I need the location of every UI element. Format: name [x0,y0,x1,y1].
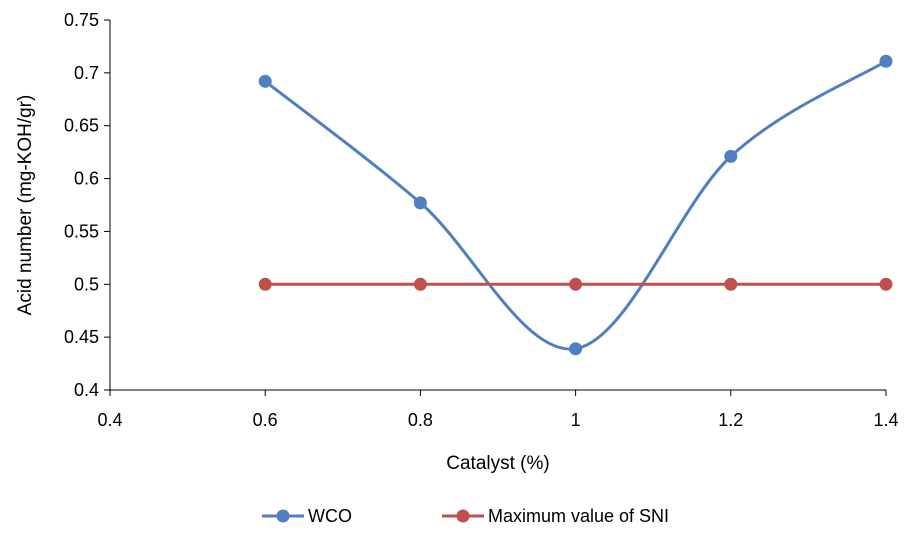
legend-label-wco: WCO [308,506,352,526]
legend: WCO Maximum value of SNI [262,506,669,526]
data-point-wco [879,54,893,68]
data-point-wco [724,149,738,163]
x-tick-label: 1.4 [873,410,898,430]
y-tick-label: 0.65 [64,116,99,136]
series-layer [258,54,893,356]
x-axis-title: Catalyst (%) [446,453,549,474]
data-point-maximum-value-of-sni [413,277,427,291]
legend-label-maximum-value-of-sni: Maximum value of SNI [488,506,669,526]
data-point-maximum-value-of-sni [569,277,583,291]
legend-marker-wco [276,509,290,523]
data-point-maximum-value-of-sni [879,277,893,291]
y-axis-title: Acid number (mg-KOH/gr) [15,95,36,316]
y-tick-labels: 0.4 0.45 0.5 0.55 0.6 0.65 0.7 0.75 [64,10,110,400]
y-tick-label: 0.45 [64,327,99,347]
x-tick-labels: 0.4 0.6 0.8 1 1.2 1.4 [97,390,899,430]
legend-marker-maximum-value-of-sni [456,509,470,523]
x-tick-label: 0.8 [408,410,433,430]
x-tick-label: 1.2 [718,410,743,430]
data-point-wco [569,342,583,356]
data-point-wco [413,196,427,210]
data-point-maximum-value-of-sni [258,277,272,291]
x-tick-label: 1 [571,410,581,430]
data-point-maximum-value-of-sni [724,277,738,291]
x-tick-label: 0.4 [97,410,122,430]
x-tick-label: 0.6 [253,410,278,430]
y-tick-label: 0.75 [64,10,99,30]
y-tick-label: 0.5 [74,274,99,294]
y-tick-label: 0.4 [74,380,99,400]
y-tick-label: 0.55 [64,221,99,241]
data-point-wco [258,74,272,88]
y-tick-label: 0.6 [74,169,99,189]
series-line-wco [264,59,887,351]
axes [109,20,886,391]
y-tick-label: 0.7 [74,63,99,83]
